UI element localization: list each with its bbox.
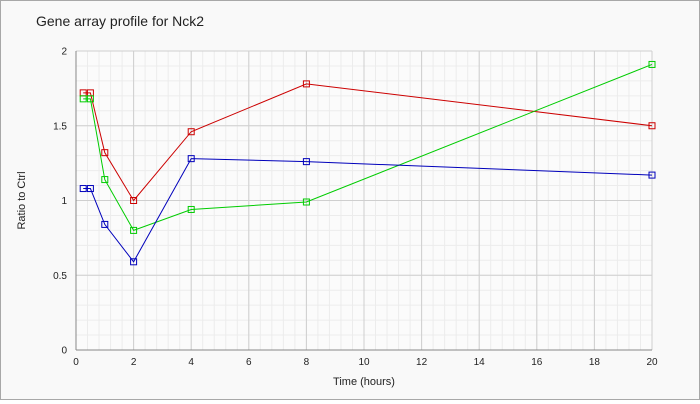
data-point-marker [86, 185, 94, 193]
data-point-marker [101, 220, 109, 228]
data-point-marker [86, 95, 94, 103]
x-tick-label: 6 [246, 357, 252, 368]
series-layer [79, 60, 656, 266]
x-tick-label: 10 [358, 357, 370, 368]
series-2 [79, 60, 656, 234]
data-point-marker [79, 185, 87, 193]
x-tick-label: 16 [531, 357, 543, 368]
x-axis-ticks: 0 2 4 6 8 10 12 14 16 18 20 [73, 357, 658, 368]
series-line [83, 158, 653, 263]
series-line [83, 63, 653, 232]
data-point-marker [648, 60, 656, 68]
data-point-marker [130, 197, 138, 204]
x-tick-label: 0 [73, 357, 79, 368]
x-axis-label: Time (hours) [333, 376, 395, 388]
plot-area: 0 2 4 6 8 10 12 14 16 18 20 0 0.5 1 1.5 2 [53, 47, 658, 369]
data-point-marker [648, 171, 656, 179]
x-tick-label: 14 [474, 357, 486, 368]
data-point-marker [187, 205, 195, 213]
x-tick-label: 20 [646, 357, 658, 368]
data-point-marker [130, 258, 138, 266]
chart-title: Gene array profile for Nck2 [36, 13, 204, 29]
x-tick-label: 4 [188, 357, 194, 368]
data-point-marker [130, 226, 138, 234]
y-tick-label: 1 [61, 196, 67, 207]
x-tick-label: 18 [589, 357, 601, 368]
data-point-marker [648, 122, 656, 130]
data-point-marker [187, 155, 195, 163]
data-point-marker [302, 158, 310, 166]
data-point-marker [302, 198, 310, 206]
data-point-marker [302, 80, 310, 88]
data-point-marker [79, 95, 87, 103]
x-tick-label: 2 [131, 357, 137, 368]
data-point-marker [187, 128, 195, 136]
series-1 [79, 80, 656, 204]
y-tick-label: 0.5 [53, 271, 67, 282]
y-axis-ticks: 0 0.5 1 1.5 2 [53, 47, 67, 357]
data-point-marker [101, 176, 109, 184]
y-axis-label: Ratio to Ctrl [16, 171, 28, 229]
series-line [83, 83, 653, 202]
axes [75, 51, 652, 351]
y-tick-label: 0 [61, 346, 67, 357]
y-tick-label: 1.5 [53, 121, 67, 132]
x-tick-label: 12 [416, 357, 428, 368]
data-point-marker [101, 149, 109, 157]
series-3 [79, 155, 656, 266]
major-gridlines [75, 50, 653, 351]
y-tick-label: 2 [61, 47, 67, 58]
x-tick-label: 8 [304, 357, 310, 368]
